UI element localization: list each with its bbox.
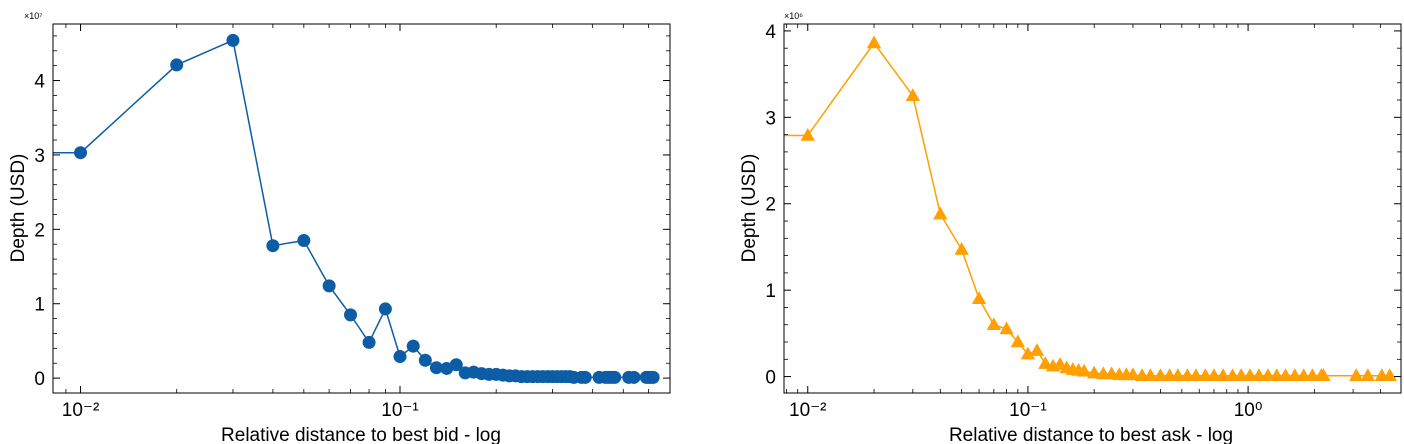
data-point	[646, 370, 660, 384]
data-point	[627, 370, 641, 384]
data-point	[378, 302, 392, 316]
y-tick-label: 2	[34, 220, 45, 241]
data-point	[971, 291, 987, 305]
data-point	[1287, 368, 1302, 381]
data-point	[1316, 368, 1331, 381]
data-point	[393, 350, 407, 364]
data-point	[1020, 346, 1036, 360]
ask-axes-frame	[783, 23, 1402, 394]
y-tick-label: 2	[765, 195, 776, 216]
x-tick-label: 10⁻²	[789, 400, 827, 421]
y-tick-label: 0	[765, 368, 776, 389]
data-point	[406, 339, 420, 353]
data-point	[1242, 368, 1258, 381]
y-tick-label: 1	[34, 295, 45, 316]
data-point	[362, 335, 376, 349]
data-point	[999, 321, 1014, 335]
data-point	[578, 370, 592, 384]
data-point	[1360, 368, 1375, 381]
data-point	[449, 358, 463, 372]
data-point	[1076, 363, 1092, 377]
y-tick-label: 4	[34, 72, 45, 93]
data-point	[344, 308, 358, 322]
data-point	[1188, 368, 1204, 381]
data-point	[170, 58, 184, 72]
data-point	[954, 242, 969, 255]
data-point	[1382, 368, 1397, 381]
data-point	[1087, 365, 1102, 379]
ask-plot-area	[784, 35, 1397, 381]
data-point	[266, 239, 280, 253]
bid-axis-ticks: 10⁻² 10⁻¹ 0 1 2 3 4	[34, 24, 670, 421]
y-tick-label: 3	[34, 146, 45, 167]
data-point	[1215, 368, 1231, 381]
data-point	[322, 279, 336, 293]
ask-depth-chart: 10⁻² 10⁻¹ 10⁰ 0 1 2 3 4 ×10⁶ Relative distance …	[739, 11, 1402, 444]
data-point	[1170, 368, 1186, 381]
data-point	[608, 370, 622, 384]
x-tick-label: 10⁰	[1234, 400, 1263, 421]
bid-y-axis-label: Depth (USD)	[8, 154, 29, 263]
bid-x-axis-label: Relative distance to best bid - log	[221, 425, 501, 444]
data-point	[905, 88, 920, 101]
bid-axes-frame	[52, 23, 671, 394]
bid-y-offset-label: ×10⁷	[24, 11, 43, 21]
y-tick-label: 0	[34, 369, 45, 390]
y-tick-label: 3	[765, 108, 776, 129]
data-point	[418, 353, 432, 367]
data-point	[1038, 356, 1053, 369]
data-point	[1029, 343, 1045, 356]
data-point	[429, 361, 443, 375]
data-point	[1349, 368, 1364, 381]
data-point	[1010, 334, 1025, 348]
data-point	[74, 146, 88, 160]
data-point	[1125, 367, 1141, 381]
bid-plot-area	[53, 33, 660, 384]
x-tick-label: 10⁻¹	[381, 400, 419, 421]
data-point	[866, 35, 882, 49]
series-line	[784, 41, 1390, 377]
x-tick-label: 10⁻²	[62, 400, 100, 421]
ask-axis-ticks: 10⁻² 10⁻¹ 10⁰ 0 1 2 3 4	[765, 22, 1401, 421]
bid-depth-chart: 10⁻² 10⁻¹ 0 1 2 3 4 ×10⁷ Relative distance to …	[8, 11, 671, 444]
data-point	[1153, 368, 1168, 381]
data-point	[226, 33, 240, 47]
data-point	[933, 206, 948, 220]
data-point	[800, 127, 815, 141]
data-point	[1251, 368, 1267, 381]
data-point	[1206, 368, 1222, 381]
ask-x-axis-label: Relative distance to best ask - log	[949, 425, 1233, 444]
y-tick-label: 1	[765, 281, 776, 302]
ask-y-axis-label: Depth (USD)	[739, 154, 760, 263]
ask-y-offset-label: ×10⁶	[784, 11, 803, 21]
y-tick-label: 4	[765, 22, 776, 43]
data-point	[297, 233, 311, 247]
x-tick-label: 10⁻¹	[1009, 400, 1047, 421]
data-point	[1143, 368, 1158, 381]
data-point	[1278, 368, 1293, 381]
series-line	[53, 39, 654, 379]
data-point	[986, 317, 1001, 330]
